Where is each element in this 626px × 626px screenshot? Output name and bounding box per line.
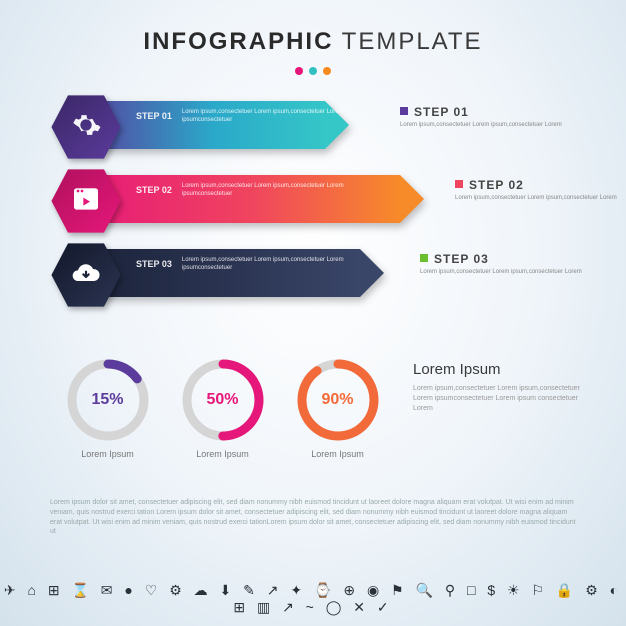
legend-title: STEP 02 bbox=[455, 178, 625, 192]
title-dot bbox=[295, 67, 303, 75]
legend-title: STEP 03 bbox=[420, 252, 590, 266]
page-title: INFOGRAPHIC TEMPLATE bbox=[0, 28, 626, 56]
ring-percent: 15% bbox=[63, 355, 153, 445]
icon-bar-glyphs: ✈ ⌂ ⊞ ⌛ ✉ ● ♡ ⚙ ☁ ⬇ ✎ ↗ ✦ ⌚ ⊕ ◉ ⚑ 🔍 ⚲ □ … bbox=[0, 582, 626, 616]
legend-body: Lorem ipsum,consectetuer Lorem ipsum,con… bbox=[400, 122, 570, 130]
step-number: STEP 03 bbox=[136, 259, 172, 269]
ring-percent: 50% bbox=[178, 355, 268, 445]
legend-square bbox=[400, 107, 408, 115]
legend-title: STEP 01 bbox=[400, 105, 570, 119]
window-play-icon bbox=[70, 183, 102, 220]
ring-label: Lorem Ipsum bbox=[280, 449, 395, 459]
ring-3: 90% Lorem Ipsum bbox=[280, 355, 395, 459]
title-dot bbox=[323, 67, 331, 75]
header: INFOGRAPHIC TEMPLATE bbox=[0, 0, 626, 80]
footer-paragraph: Lorem ipsum dolor sit amet, consectetuer… bbox=[50, 498, 580, 537]
ring-label: Lorem Ipsum bbox=[50, 449, 165, 459]
step-body: Lorem ipsum,consectetuer Lorem ipsum,con… bbox=[182, 257, 362, 273]
step-legend-1: STEP 01 Lorem ipsum,consectetuer Lorem i… bbox=[400, 105, 570, 130]
rings-body: Lorem ipsum,consectetuer Lorem ipsum,con… bbox=[413, 384, 590, 413]
legend-body: Lorem ipsum,consectetuer Lorem ipsum,con… bbox=[420, 269, 590, 277]
title-dot bbox=[309, 67, 317, 75]
rings-heading: Lorem Ipsum bbox=[413, 361, 590, 378]
step-legend-3: STEP 03 Lorem ipsum,consectetuer Lorem i… bbox=[420, 252, 590, 277]
hex-icon-2 bbox=[50, 165, 122, 237]
arrow-text-3: STEP 03 Lorem ipsum,consectetuer Lorem i… bbox=[136, 257, 362, 273]
rings-row: 15% Lorem Ipsum 50% Lorem Ipsum 90% Lore… bbox=[50, 355, 395, 459]
ring-percent: 90% bbox=[293, 355, 383, 445]
hex-icon-1 bbox=[50, 91, 122, 163]
icon-bar: ✈ ⌂ ⊞ ⌛ ✉ ● ♡ ⚙ ☁ ⬇ ✎ ↗ ✦ ⌚ ⊕ ◉ ⚑ 🔍 ⚲ □ … bbox=[0, 582, 626, 616]
hex-icon-3 bbox=[50, 239, 122, 311]
ring-1: 15% Lorem Ipsum bbox=[50, 355, 165, 459]
title-bold: INFOGRAPHIC bbox=[143, 28, 333, 55]
ring-label: Lorem Ipsum bbox=[165, 449, 280, 459]
title-light: TEMPLATE bbox=[342, 28, 483, 55]
step-number: STEP 02 bbox=[136, 185, 172, 195]
arrow-text-1: STEP 01 Lorem ipsum,consectetuer Lorem i… bbox=[136, 109, 362, 125]
cloud-down-icon bbox=[70, 257, 102, 294]
title-dots bbox=[0, 62, 626, 80]
gears-icon bbox=[69, 108, 103, 147]
ring-2: 50% Lorem Ipsum bbox=[165, 355, 280, 459]
legend-square bbox=[420, 254, 428, 262]
legend-body: Lorem ipsum,consectetuer Lorem ipsum,con… bbox=[455, 195, 625, 203]
step-legend-2: STEP 02 Lorem ipsum,consectetuer Lorem i… bbox=[455, 178, 625, 203]
rings-section: 15% Lorem Ipsum 50% Lorem Ipsum 90% Lore… bbox=[50, 355, 590, 459]
step-body: Lorem ipsum,consectetuer Lorem ipsum,con… bbox=[182, 109, 362, 125]
legend-square bbox=[455, 180, 463, 188]
arrow-text-2: STEP 02 Lorem ipsum,consectetuer Lorem i… bbox=[136, 183, 362, 199]
step-body: Lorem ipsum,consectetuer Lorem ipsum,con… bbox=[182, 183, 362, 199]
rings-text-block: Lorem Ipsum Lorem ipsum,consectetuer Lor… bbox=[395, 355, 590, 413]
step-number: STEP 01 bbox=[136, 111, 172, 121]
